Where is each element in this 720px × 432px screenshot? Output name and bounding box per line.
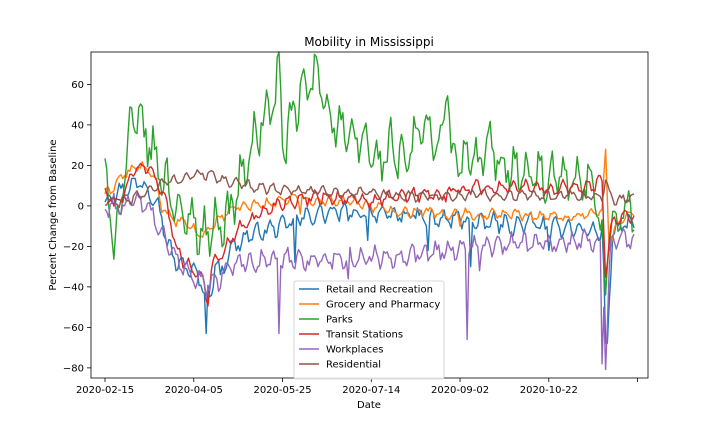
series-line-residential [104,169,635,209]
chart-title: Mobility in Mississippi [304,35,434,49]
y-tick-label: −40 [63,282,84,293]
x-tick-label: 2020-09-02 [431,385,489,396]
legend-label: Workplaces [326,345,383,356]
series-line-transit-stations [104,162,635,307]
x-tick-label: 2020-10-22 [520,385,578,396]
series-line-grocery-and-pharmacy [104,148,635,252]
y-tick-label: 0 [78,201,84,212]
legend-label: Grocery and Pharmacy [326,300,440,311]
y-axis-title: Percent Change from Baseline [48,139,59,290]
x-tick-label: 2020-02-15 [76,385,134,396]
legend: Retail and Recreation Grocery and Pharmac… [293,280,445,380]
series-line-parks [104,51,635,296]
legend-box [293,280,445,380]
x-tick-label: 2020-07-14 [342,385,400,396]
x-axis-title: Date [357,400,381,411]
y-tick-label: 40 [71,120,84,131]
y-tick-label: −60 [63,323,84,334]
y-tick-label: 20 [71,161,84,172]
legend-label: Retail and Recreation [326,285,433,296]
legend-label: Parks [326,315,353,326]
series-line-workplaces [104,192,635,371]
y-tick-label: 60 [71,80,84,91]
legend-label: Transit Stations [325,330,403,341]
x-tick-label: 2020-05-25 [253,385,311,396]
series-layer [104,51,635,371]
y-tick-label: −80 [63,363,84,374]
legend-label: Residential [326,360,381,371]
y-tick-label: −20 [63,242,84,253]
x-tick-label: 2020-04-05 [165,385,223,396]
